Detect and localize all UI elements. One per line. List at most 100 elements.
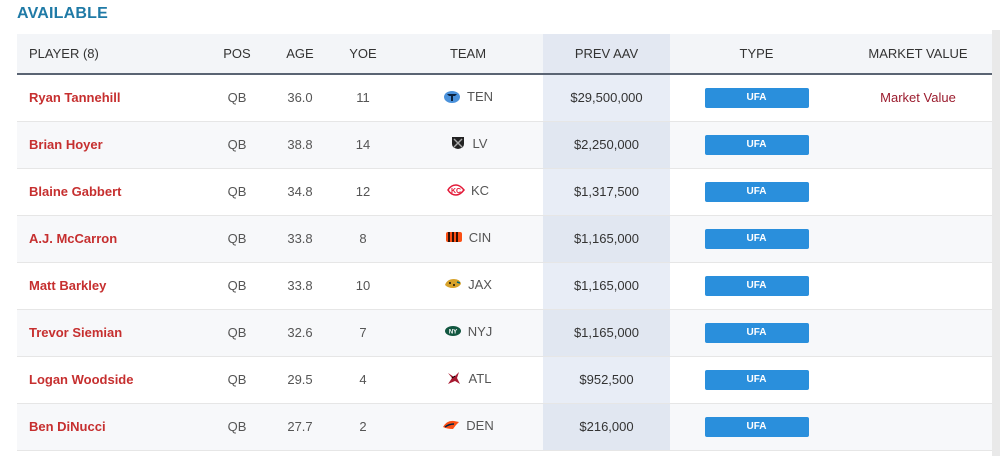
cell-type: UFA <box>670 356 843 403</box>
jaguars-logo-icon <box>444 277 462 291</box>
cell-yoe: 2 <box>359 419 367 434</box>
player-name-link[interactable]: A.J. McCarron <box>29 231 118 246</box>
col-header-prev-aav[interactable]: PREV AAV <box>543 34 670 75</box>
cell-pos: QB <box>227 325 247 340</box>
team-abbr: NYJ <box>467 323 493 339</box>
titans-logo-icon <box>443 90 461 104</box>
cell-yoe: 11 <box>356 90 370 106</box>
cell-team: NY NYJ <box>393 309 543 356</box>
ufa-badge[interactable]: UFA <box>704 87 809 108</box>
ufa-badge[interactable]: UFA <box>704 369 809 390</box>
team-abbr: JAX <box>468 276 492 292</box>
cell-prev-aav: $2,250,000 <box>543 121 670 168</box>
cell-pos: QB <box>227 231 247 246</box>
col-header-age[interactable]: AGE <box>267 34 333 75</box>
broncos-logo-icon <box>442 418 460 432</box>
cell-age: 33.8 <box>287 231 313 246</box>
col-header-yoe[interactable]: YOE <box>333 34 393 75</box>
cell-age: 34.8 <box>287 184 313 199</box>
horizontal-scroll-edge[interactable] <box>992 30 1000 456</box>
col-header-type[interactable]: TYPE <box>670 34 843 75</box>
cell-prev-aav: $1,165,000 <box>543 262 670 309</box>
ufa-badge[interactable]: UFA <box>704 275 809 296</box>
team-abbr: DEN <box>466 417 494 433</box>
ufa-badge[interactable]: UFA <box>704 134 809 155</box>
cell-yoe: 7 <box>359 325 367 340</box>
ufa-badge[interactable]: UFA <box>704 322 809 343</box>
cell-pos: QB <box>227 419 247 434</box>
cell-age: 36.0 <box>287 90 313 106</box>
cell-type: UFA <box>670 168 843 215</box>
col-header-market-value[interactable]: MARKET VALUE <box>843 34 993 75</box>
svg-text:NY: NY <box>449 330 457 336</box>
cell-team: DEN <box>393 403 543 450</box>
cell-market-value <box>843 262 993 309</box>
cell-yoe: 10 <box>355 278 371 293</box>
cell-age: 27.7 <box>287 419 313 434</box>
cell-team: TEN <box>393 74 543 121</box>
cell-pos: QB <box>227 278 247 293</box>
team-abbr: KC <box>470 182 490 198</box>
cell-age: 29.5 <box>287 372 313 387</box>
player-name-link[interactable]: Trevor Siemian <box>29 325 123 340</box>
table-row: Blaine Gabbert QB 34.8 12 KC KC $1,317,500 UFA <box>17 168 993 215</box>
player-name-link[interactable]: Ben DiNucci <box>29 419 106 434</box>
cell-age: 38.8 <box>287 137 313 152</box>
cell-market-value <box>843 168 993 215</box>
cell-prev-aav: $952,500 <box>543 356 670 403</box>
market-value-link[interactable]: Market Value <box>880 90 956 106</box>
cell-age: 32.6 <box>287 325 313 340</box>
section-title: AVAILABLE <box>17 5 108 22</box>
player-name-link[interactable]: Logan Woodside <box>29 372 134 387</box>
cell-type: UFA <box>670 262 843 309</box>
team-abbr: LV <box>472 135 488 151</box>
cell-age: 33.8 <box>287 278 313 293</box>
cell-type: UFA <box>670 215 843 262</box>
table-row: Ryan Tannehill QB 36.0 11 TEN $29,500,000 UFA M… <box>17 74 993 121</box>
cell-team: ATL <box>393 356 543 403</box>
cell-type: UFA <box>670 74 843 121</box>
player-name-link[interactable]: Matt Barkley <box>29 278 107 293</box>
cell-yoe: 4 <box>359 372 367 387</box>
team-abbr: ATL <box>468 370 492 386</box>
col-header-pos[interactable]: POS <box>207 34 267 75</box>
chiefs-logo-icon: KC <box>447 183 465 197</box>
table-row: Brian Hoyer QB 38.8 14 LV $2,250,000 UFA <box>17 121 993 168</box>
cell-market-value <box>843 215 993 262</box>
table-row: A.J. McCarron QB 33.8 8 CIN $1,165,000 UFA <box>17 215 993 262</box>
team-abbr: TEN <box>467 89 493 104</box>
cell-yoe: 14 <box>355 137 371 152</box>
cell-prev-aav: $1,165,000 <box>543 309 670 356</box>
cell-yoe: 8 <box>359 231 367 246</box>
ufa-badge[interactable]: UFA <box>704 416 809 437</box>
col-header-player[interactable]: PLAYER (8) <box>17 34 207 75</box>
cell-pos: QB <box>227 184 247 199</box>
cell-team: KC KC <box>393 168 543 215</box>
free-agents-table: PLAYER (8) POS AGE YOE TEAM PREV AAV TYP… <box>17 34 993 451</box>
table-row: Trevor Siemian QB 32.6 7 NY NYJ $1,165,000 UFA <box>17 309 993 356</box>
cell-pos: QB <box>227 137 247 152</box>
col-header-team[interactable]: TEAM <box>393 34 543 75</box>
cell-type: UFA <box>670 403 843 450</box>
table-header-row: PLAYER (8) POS AGE YOE TEAM PREV AAV TYP… <box>17 34 993 75</box>
player-name-link[interactable]: Brian Hoyer <box>29 137 103 152</box>
cell-pos: QB <box>227 90 247 106</box>
table-row: Logan Woodside QB 29.5 4 ATL $952,500 UFA <box>17 356 993 403</box>
raiders-logo-icon <box>449 136 467 150</box>
cell-prev-aav: $216,000 <box>543 403 670 450</box>
cell-yoe: 12 <box>355 184 371 199</box>
cell-prev-aav: $1,317,500 <box>543 168 670 215</box>
player-name-link[interactable]: Ryan Tannehill <box>29 90 121 106</box>
cell-type: UFA <box>670 121 843 168</box>
cell-team: LV <box>393 121 543 168</box>
team-abbr: CIN <box>468 229 492 245</box>
cell-type: UFA <box>670 309 843 356</box>
cell-pos: QB <box>227 372 247 387</box>
ufa-badge[interactable]: UFA <box>704 228 809 249</box>
jets-logo-icon: NY <box>444 324 462 338</box>
cell-prev-aav: $1,165,000 <box>543 215 670 262</box>
cell-team: CIN <box>393 215 543 262</box>
bengals-logo-icon <box>445 230 463 244</box>
player-name-link[interactable]: Blaine Gabbert <box>29 184 122 199</box>
ufa-badge[interactable]: UFA <box>704 181 809 202</box>
